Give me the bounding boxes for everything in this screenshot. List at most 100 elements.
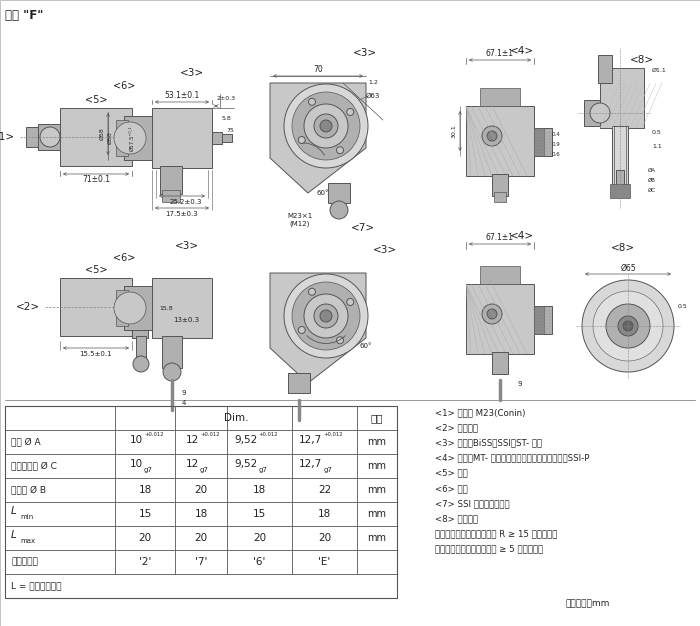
Bar [492,352,508,374]
Bar [612,126,628,186]
Bar [534,306,544,334]
Circle shape [606,304,650,348]
Circle shape [314,304,338,328]
Circle shape [582,280,674,372]
Text: Ø58: Ø58 [108,131,113,145]
Text: 10: 10 [130,459,143,469]
Circle shape [618,316,638,336]
Text: <7>: <7> [351,223,375,233]
Circle shape [320,120,332,132]
Text: 夹紧环 Ø B: 夹紧环 Ø B [11,486,46,495]
Text: <3>: <3> [180,68,204,78]
Text: 盲轴 "F": 盲轴 "F" [5,9,43,22]
Text: Ø63: Ø63 [366,93,380,99]
Text: g7: g7 [258,467,267,473]
Circle shape [346,108,354,116]
Text: <3>: <3> [353,48,377,58]
Circle shape [292,92,360,160]
Circle shape [163,363,181,381]
Circle shape [487,131,497,141]
Text: '2': '2' [139,557,151,567]
Circle shape [593,291,663,361]
Bar [142,300,160,314]
Text: <8>: <8> [611,243,635,253]
Circle shape [292,282,360,350]
Text: 固定安装时的电缆弯曲半径 ≥ 5 倍电缆直径: 固定安装时的电缆弯曲半径 ≥ 5 倍电缆直径 [435,545,543,554]
Circle shape [330,201,348,219]
Text: 尺寸单位：mm: 尺寸单位：mm [565,599,610,608]
Text: 10: 10 [130,435,143,445]
Bar [116,120,128,156]
Text: 75: 75 [226,128,234,133]
Polygon shape [270,273,366,383]
Text: g7: g7 [200,467,209,473]
Text: 9,52: 9,52 [234,459,258,469]
Bar [132,326,148,338]
Text: mm: mm [368,437,386,447]
Circle shape [482,304,502,324]
Bar [480,88,520,106]
Text: 'E': 'E' [318,557,330,567]
Circle shape [298,327,305,334]
Bar [136,336,146,358]
Text: <6> 径向: <6> 径向 [435,484,468,493]
Bar [598,55,612,83]
Bar [60,278,132,336]
Bar [534,128,552,156]
Text: +0.012: +0.012 [323,433,343,438]
Bar [132,296,142,318]
Text: L: L [11,506,17,516]
Text: ØB: ØB [648,178,656,183]
Text: 18: 18 [253,485,266,495]
Text: <8> 客户端面: <8> 客户端面 [435,515,478,523]
Circle shape [337,146,344,154]
Circle shape [346,299,354,305]
Text: 12,7: 12,7 [300,459,323,469]
Text: +0.012: +0.012 [258,433,278,438]
Text: 67.1±1: 67.1±1 [486,233,514,242]
Text: L: L [11,530,17,540]
Text: 12: 12 [186,459,199,469]
Text: Ø58: Ø58 [99,128,104,140]
Text: <1>: <1> [0,132,15,142]
Text: 12: 12 [186,435,199,445]
Bar [152,108,212,168]
Bar [466,106,534,176]
Bar [60,108,132,166]
Text: ØC: ØC [648,188,656,193]
Text: 15.8: 15.8 [159,305,173,310]
Bar [534,128,544,156]
Bar [162,190,180,202]
Text: <5>: <5> [85,265,107,275]
Circle shape [309,98,316,105]
Circle shape [623,321,633,331]
Text: 5.8: 5.8 [221,116,231,120]
Text: Dim.: Dim. [224,413,248,423]
Bar [132,126,142,148]
Text: Ø65: Ø65 [620,264,636,272]
Bar [212,132,222,144]
Circle shape [284,274,368,358]
Text: mm: mm [368,485,386,495]
Bar [160,302,166,312]
Text: M23×1: M23×1 [288,213,313,219]
Bar [38,124,60,150]
Circle shape [304,294,348,338]
Text: 12,7: 12,7 [300,435,323,445]
Text: mm: mm [368,509,386,519]
Text: 匹配连接轴 Ø C: 匹配连接轴 Ø C [11,461,57,471]
Circle shape [114,292,146,324]
Text: 22: 22 [318,485,331,495]
Text: 60°: 60° [360,343,372,349]
Circle shape [487,309,497,319]
Text: 15: 15 [139,509,152,519]
Text: <7> SSI 可选括号内的值: <7> SSI 可选括号内的值 [435,499,510,508]
Text: 13±0.3: 13±0.3 [173,317,199,323]
Text: 轴型号代码: 轴型号代码 [11,558,38,567]
Text: <6>: <6> [113,253,135,263]
Text: g7: g7 [323,467,332,473]
Circle shape [320,310,332,322]
Text: <3> 接口；BiSS、SSI、ST- 并行: <3> 接口；BiSS、SSI、ST- 并行 [435,438,542,448]
Bar [494,192,506,202]
Bar [124,286,152,330]
